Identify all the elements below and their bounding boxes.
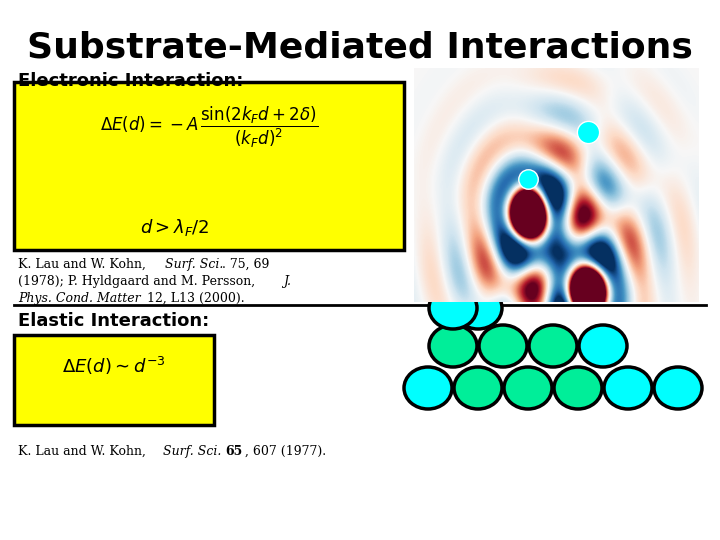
Text: Elastic Interaction:: Elastic Interaction: bbox=[18, 312, 210, 330]
Ellipse shape bbox=[579, 325, 627, 367]
Text: (1978); P. Hyldgaard and M. Persson,: (1978); P. Hyldgaard and M. Persson, bbox=[18, 275, 259, 288]
Text: K. Lau and W. Kohn,: K. Lau and W. Kohn, bbox=[18, 445, 150, 458]
Text: . 75, 69: . 75, 69 bbox=[222, 258, 269, 271]
Ellipse shape bbox=[504, 367, 552, 409]
Text: $\Delta E(d) = -A\,\dfrac{\sin(2k_F d + 2\delta)}{(k_F d)^2}$: $\Delta E(d) = -A\,\dfrac{\sin(2k_F d + … bbox=[100, 105, 318, 150]
Ellipse shape bbox=[454, 287, 502, 329]
Text: K. Lau and W. Kohn,: K. Lau and W. Kohn, bbox=[18, 258, 150, 271]
Text: Substrate-Mediated Interactions: Substrate-Mediated Interactions bbox=[27, 30, 693, 64]
Text: Charge-Density Waves on Cu(111): Charge-Density Waves on Cu(111) bbox=[415, 258, 619, 271]
Text: 363,: 363, bbox=[573, 275, 607, 288]
Text: 65: 65 bbox=[225, 445, 242, 458]
Bar bbox=[14, 335, 214, 425]
Text: $\Delta E(d) \sim d^{-3}$: $\Delta E(d) \sim d^{-3}$ bbox=[62, 355, 166, 377]
Text: et al.: et al. bbox=[493, 275, 523, 288]
Text: Electronic Interaction:: Electronic Interaction: bbox=[18, 72, 243, 90]
Ellipse shape bbox=[554, 367, 602, 409]
Text: 12, L13 (2000).: 12, L13 (2000). bbox=[143, 292, 245, 305]
Ellipse shape bbox=[429, 287, 477, 329]
Ellipse shape bbox=[479, 325, 527, 367]
Text: Surf. Sci.: Surf. Sci. bbox=[163, 445, 221, 458]
Text: Surf. Sci.: Surf. Sci. bbox=[165, 258, 223, 271]
Text: ,: , bbox=[523, 275, 531, 288]
Ellipse shape bbox=[454, 367, 502, 409]
Bar bbox=[14, 82, 404, 250]
Ellipse shape bbox=[404, 367, 452, 409]
Text: 524 (1993).: 524 (1993). bbox=[415, 292, 484, 305]
Ellipse shape bbox=[529, 325, 577, 367]
Text: , 607 (1977).: , 607 (1977). bbox=[245, 445, 326, 458]
Text: J.: J. bbox=[283, 275, 291, 288]
Text: Nature: Nature bbox=[532, 275, 575, 288]
Text: Phys. Cond. Matter: Phys. Cond. Matter bbox=[18, 292, 140, 305]
Text: M. Crommie,: M. Crommie, bbox=[415, 275, 497, 288]
Ellipse shape bbox=[429, 325, 477, 367]
Ellipse shape bbox=[654, 367, 702, 409]
Ellipse shape bbox=[604, 367, 652, 409]
Text: $d > \lambda_F / 2$: $d > \lambda_F / 2$ bbox=[140, 217, 210, 238]
